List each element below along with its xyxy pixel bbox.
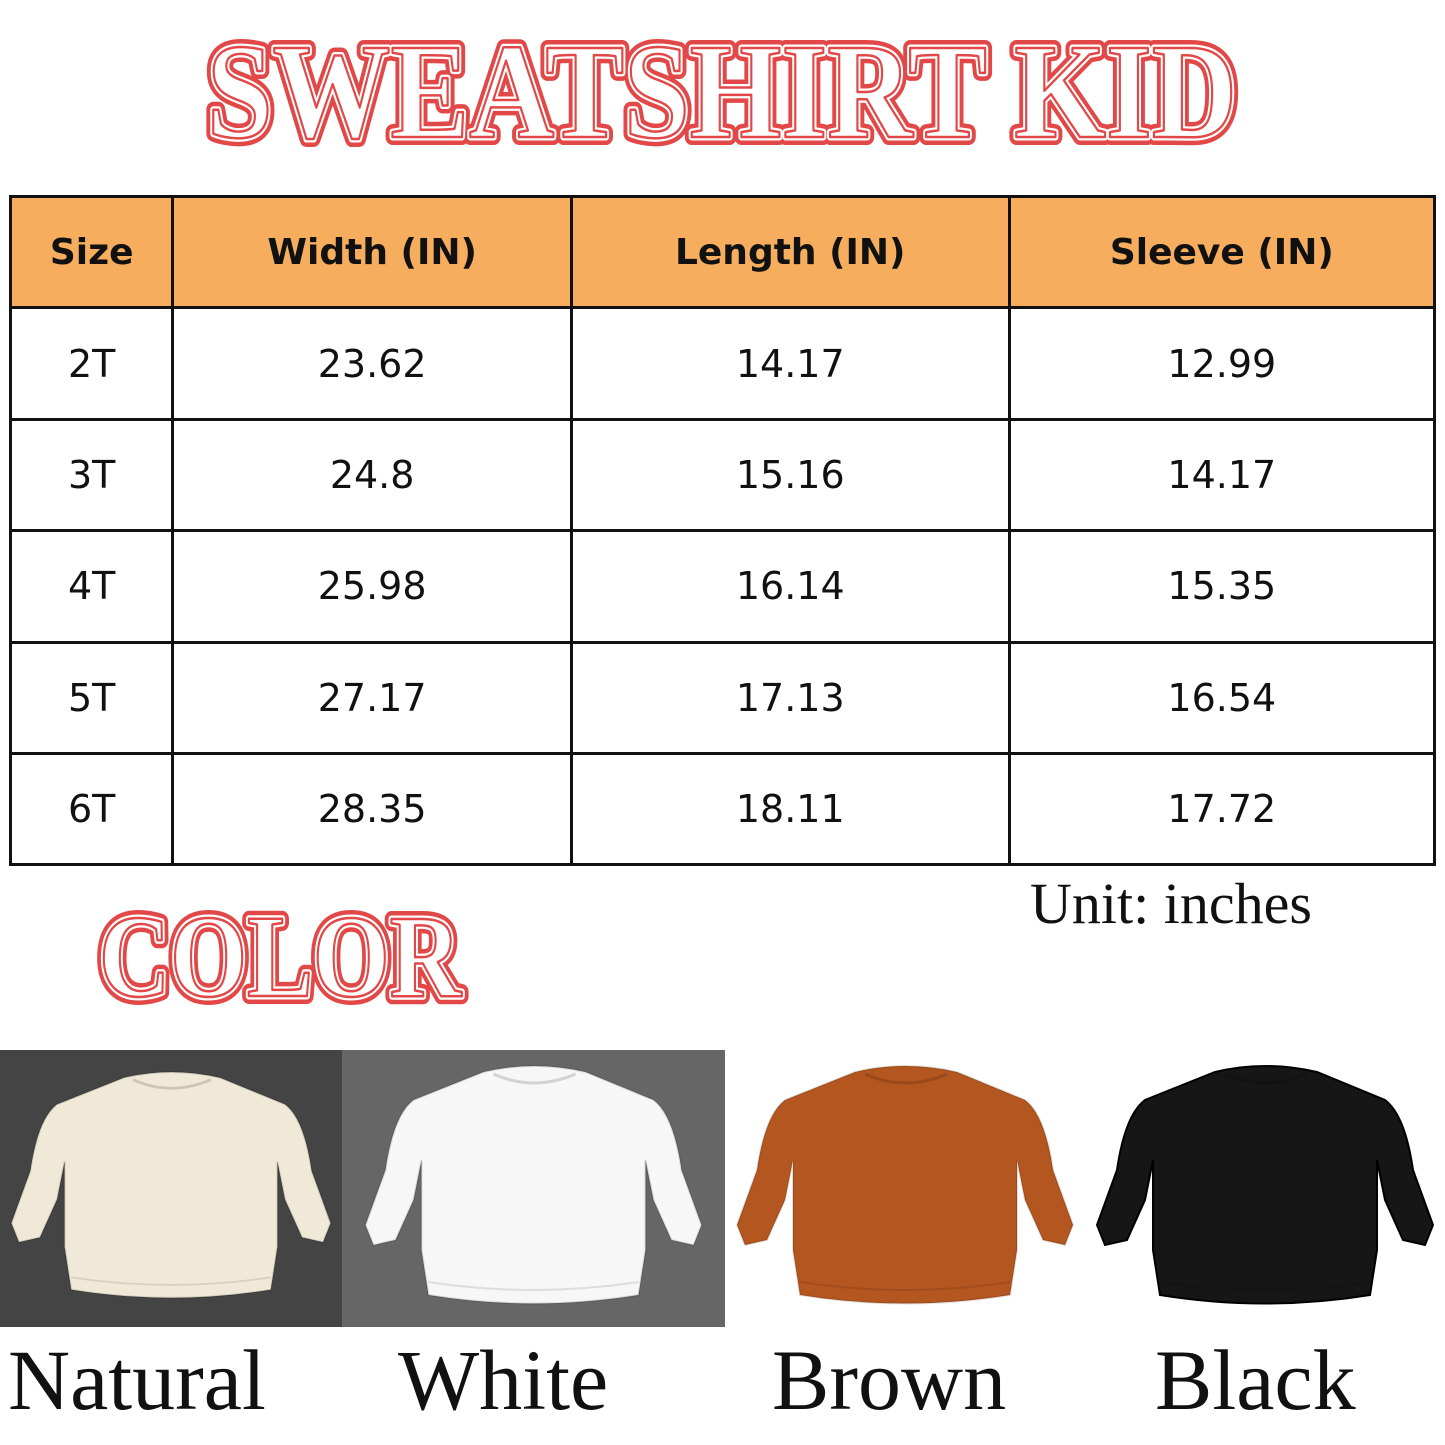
swatch-black [1085, 1050, 1445, 1327]
cell-sleeve: 15.35 [1007, 529, 1437, 644]
cell-size: 5T [8, 640, 175, 755]
sweatshirt-icon [735, 1065, 1075, 1305]
cell-size: 2T [8, 306, 175, 421]
table-row: 3T 24.8 15.16 14.17 [8, 417, 1437, 533]
swatch-brown [725, 1050, 1085, 1327]
cell-width: 24.8 [171, 417, 573, 533]
svg-text:SWEATSHIRT KID: SWEATSHIRT KID [207, 17, 1237, 167]
cell-size: 4T [8, 529, 175, 644]
cell-width: 27.17 [171, 640, 573, 755]
svg-text:SWEATSHIRT KID: SWEATSHIRT KID [207, 17, 1237, 167]
table-row: 4T 25.98 16.14 15.35 [8, 529, 1437, 644]
cell-length: 18.11 [569, 751, 1011, 867]
header-width: Width (IN) [171, 194, 573, 310]
cell-length: 16.14 [569, 529, 1011, 644]
sweatshirt-icon [364, 1065, 703, 1305]
swatch-natural [0, 1050, 342, 1327]
cell-width: 23.62 [171, 306, 573, 421]
cell-length: 17.13 [569, 640, 1011, 755]
cell-size: 3T [8, 417, 175, 533]
size-chart-table: Size Width (IN) Length (IN) Sleeve (IN) … [8, 194, 1437, 867]
sweatshirt-icon [1095, 1065, 1435, 1305]
svg-text:COLOR: COLOR [99, 891, 462, 1022]
sweatshirt-icon [10, 1071, 332, 1299]
table-header-row: Size Width (IN) Length (IN) Sleeve (IN) [8, 194, 1437, 310]
table-row: 2T 23.62 14.17 12.99 [8, 306, 1437, 421]
cell-length: 14.17 [569, 306, 1011, 421]
cell-sleeve: 16.54 [1007, 640, 1437, 755]
table-row: 6T 28.35 18.11 17.72 [8, 751, 1437, 867]
swatch-label: Brown [772, 1332, 1007, 1428]
cell-size: 6T [8, 751, 175, 867]
cell-sleeve: 14.17 [1007, 417, 1437, 533]
swatch-label: Natural [8, 1332, 266, 1428]
svg-text:SWEATSHIRT KID: SWEATSHIRT KID [207, 17, 1237, 167]
cell-width: 28.35 [171, 751, 573, 867]
swatch-label: Black [1155, 1332, 1356, 1428]
cell-sleeve: 12.99 [1007, 306, 1437, 421]
header-sleeve: Sleeve (IN) [1007, 194, 1437, 310]
cell-sleeve: 17.72 [1007, 751, 1437, 867]
color-heading: COLOR COLOR COLOR [91, 883, 470, 1030]
header-length: Length (IN) [569, 194, 1011, 310]
cell-width: 25.98 [171, 529, 573, 644]
outlined-headings: SWEATSHIRT KID SWEATSHIRT KID SWEATSHIRT… [91, 9, 1245, 1030]
swatch-white [342, 1050, 725, 1327]
header-size: Size [8, 194, 175, 310]
table-row: 5T 27.17 17.13 16.54 [8, 640, 1437, 755]
svg-text:COLOR: COLOR [99, 891, 462, 1022]
cell-length: 15.16 [569, 417, 1011, 533]
svg-text:COLOR: COLOR [99, 891, 462, 1022]
page-title: SWEATSHIRT KID SWEATSHIRT KID SWEATSHIRT… [199, 9, 1245, 175]
unit-note: Unit: inches [1030, 871, 1312, 936]
swatch-label: White [398, 1332, 609, 1428]
